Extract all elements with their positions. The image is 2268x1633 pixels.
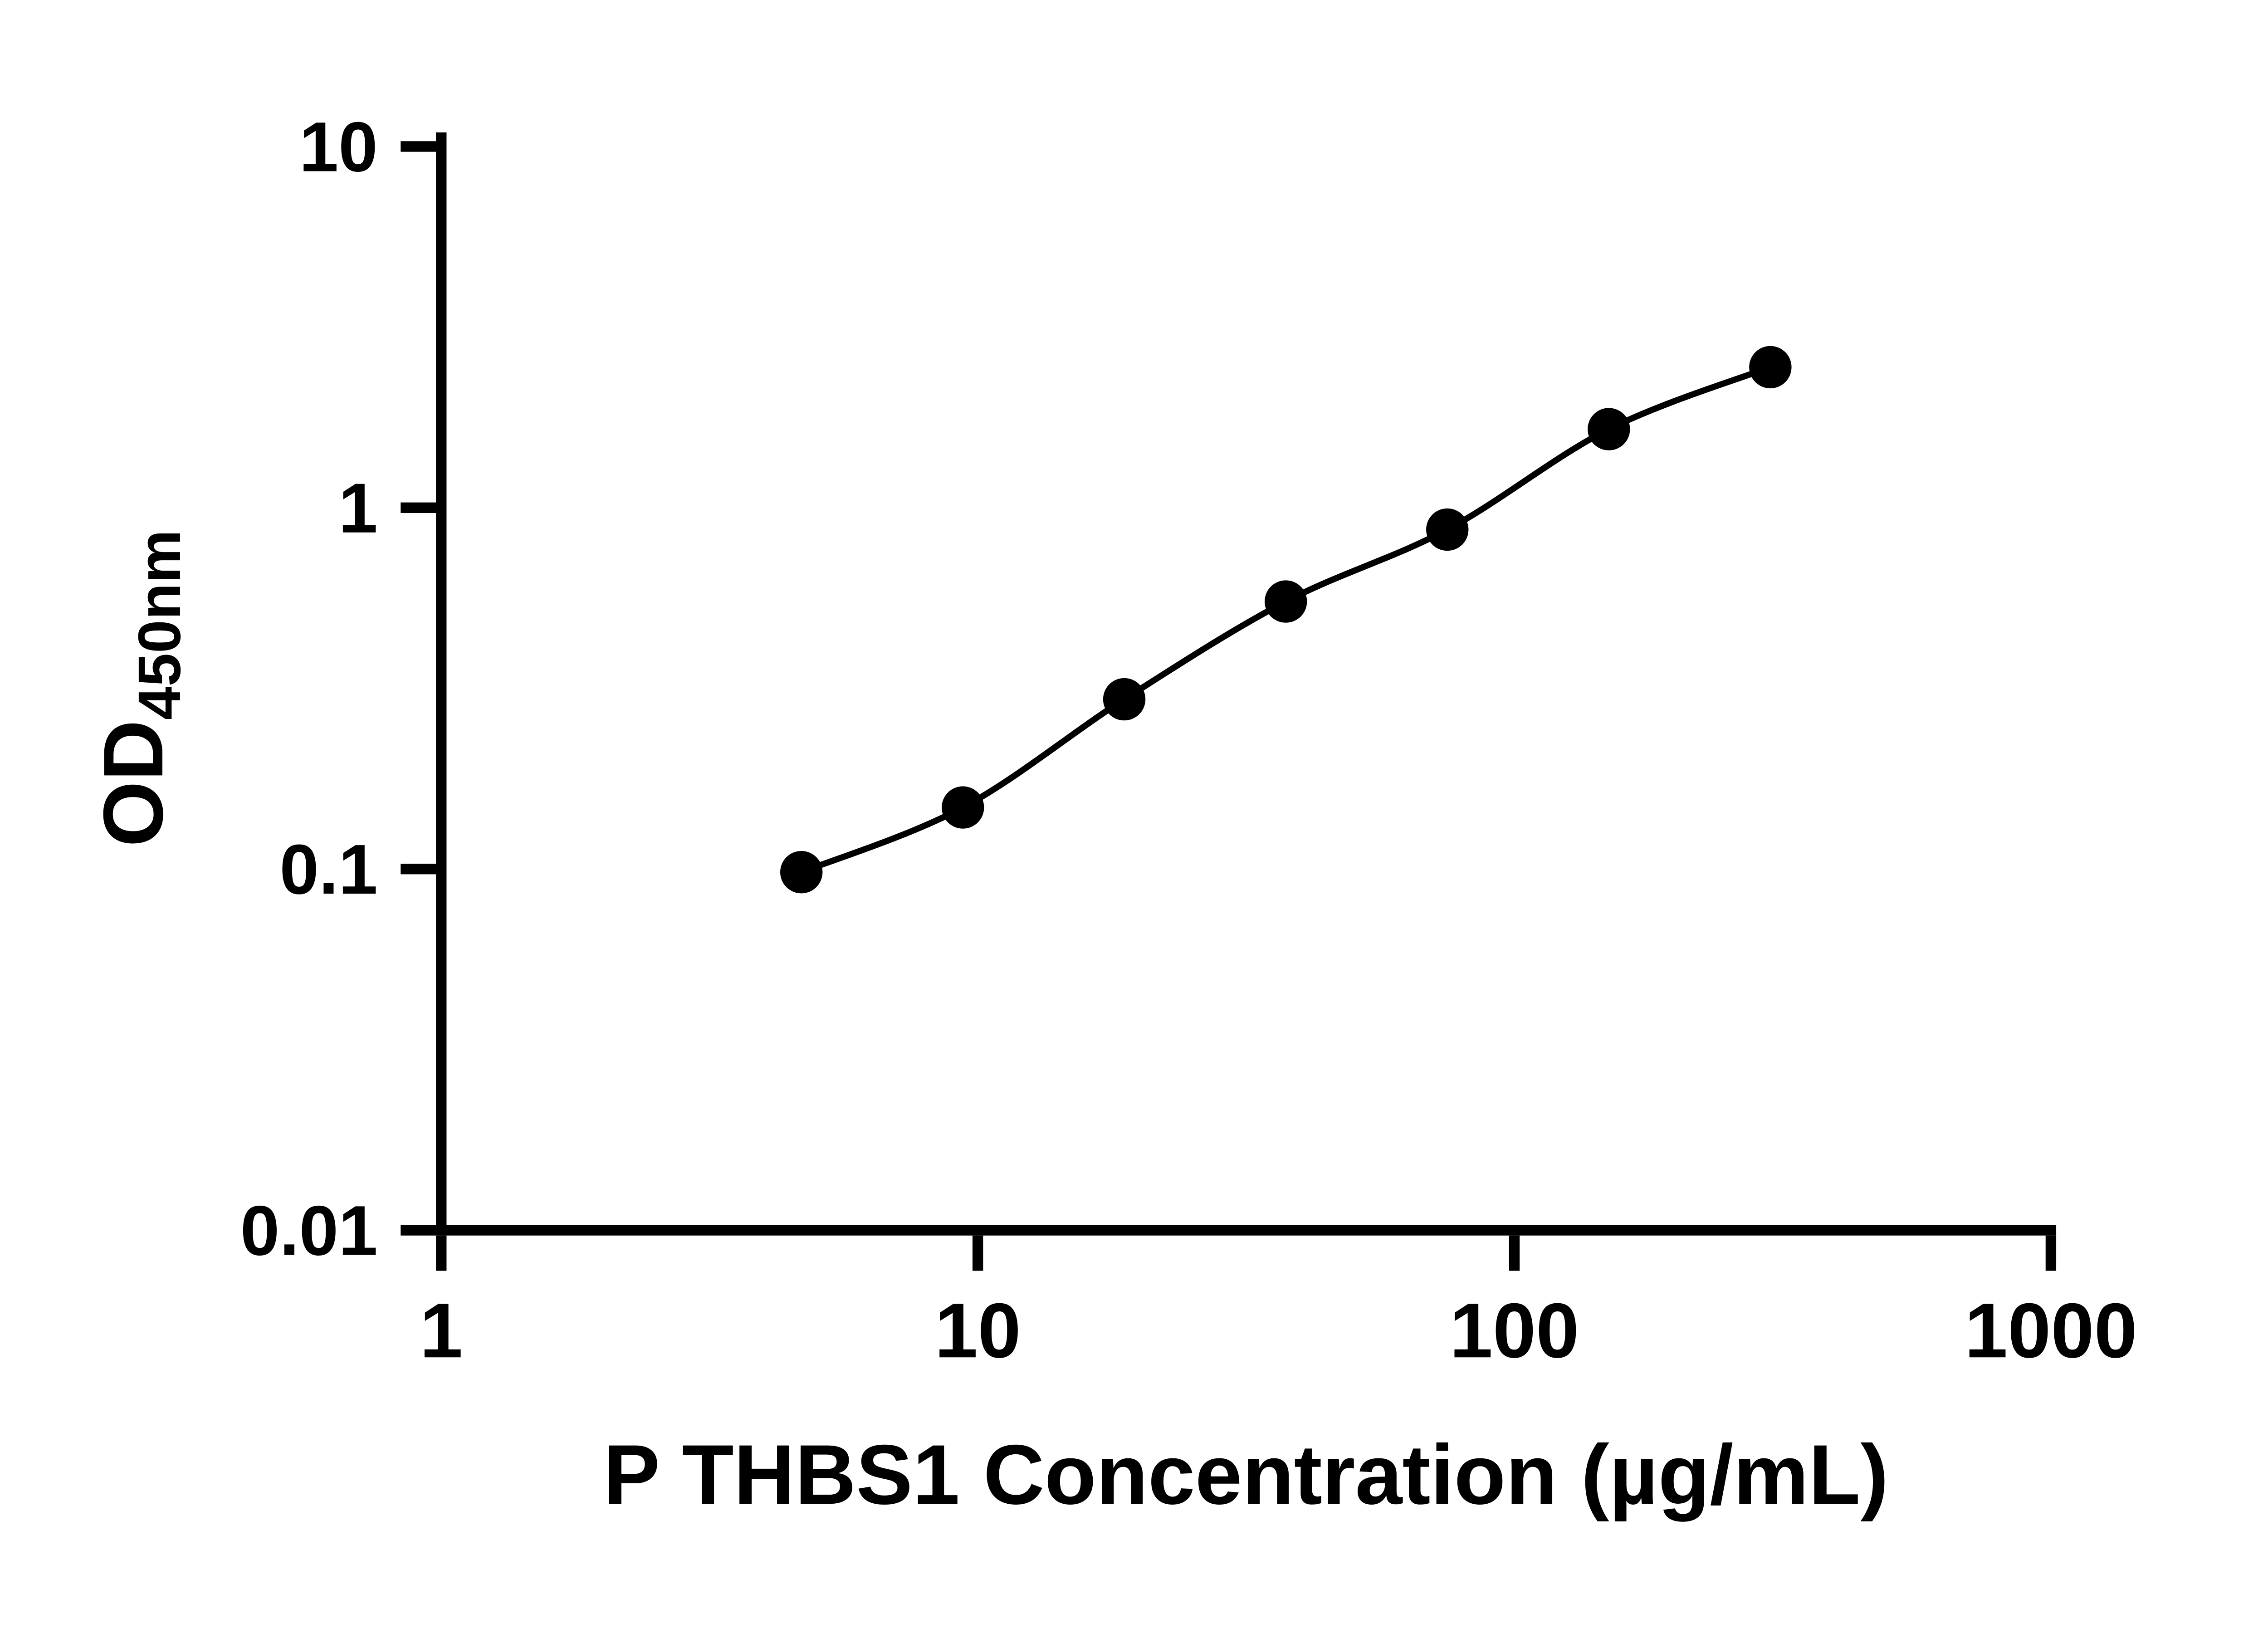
data-point bbox=[780, 851, 823, 894]
x-tick-label: 1000 bbox=[1965, 1287, 2137, 1374]
y-axis-title: OD450nm bbox=[86, 530, 193, 847]
data-point bbox=[1426, 508, 1469, 551]
x-tick-label: 1 bbox=[420, 1287, 463, 1374]
standard-curve-chart: 10 1 0.1 0.01 1 10 100 1000 P THBS1 Concentratio… bbox=[85, 107, 2137, 1522]
data-point bbox=[1749, 346, 1792, 389]
x-tick-label: 100 bbox=[1450, 1287, 1579, 1374]
data-point bbox=[1103, 678, 1146, 721]
y-tick-label: 10 bbox=[299, 107, 378, 186]
y-tick-label: 1 bbox=[338, 469, 378, 548]
x-axis-title: P THBS1 Concentration (µg/mL) bbox=[604, 1427, 1889, 1522]
data-point bbox=[942, 786, 984, 829]
y-tick-label: 0.01 bbox=[240, 1191, 378, 1270]
y-tick-label: 0.1 bbox=[279, 830, 377, 909]
data-point bbox=[1264, 580, 1307, 623]
data-point bbox=[1588, 408, 1630, 450]
axis-lines bbox=[436, 132, 2057, 1236]
x-tick-label: 10 bbox=[934, 1287, 1021, 1374]
chart-page: 10 1 0.1 0.01 1 10 100 1000 P THBS1 Concentratio… bbox=[85, 107, 2137, 1522]
